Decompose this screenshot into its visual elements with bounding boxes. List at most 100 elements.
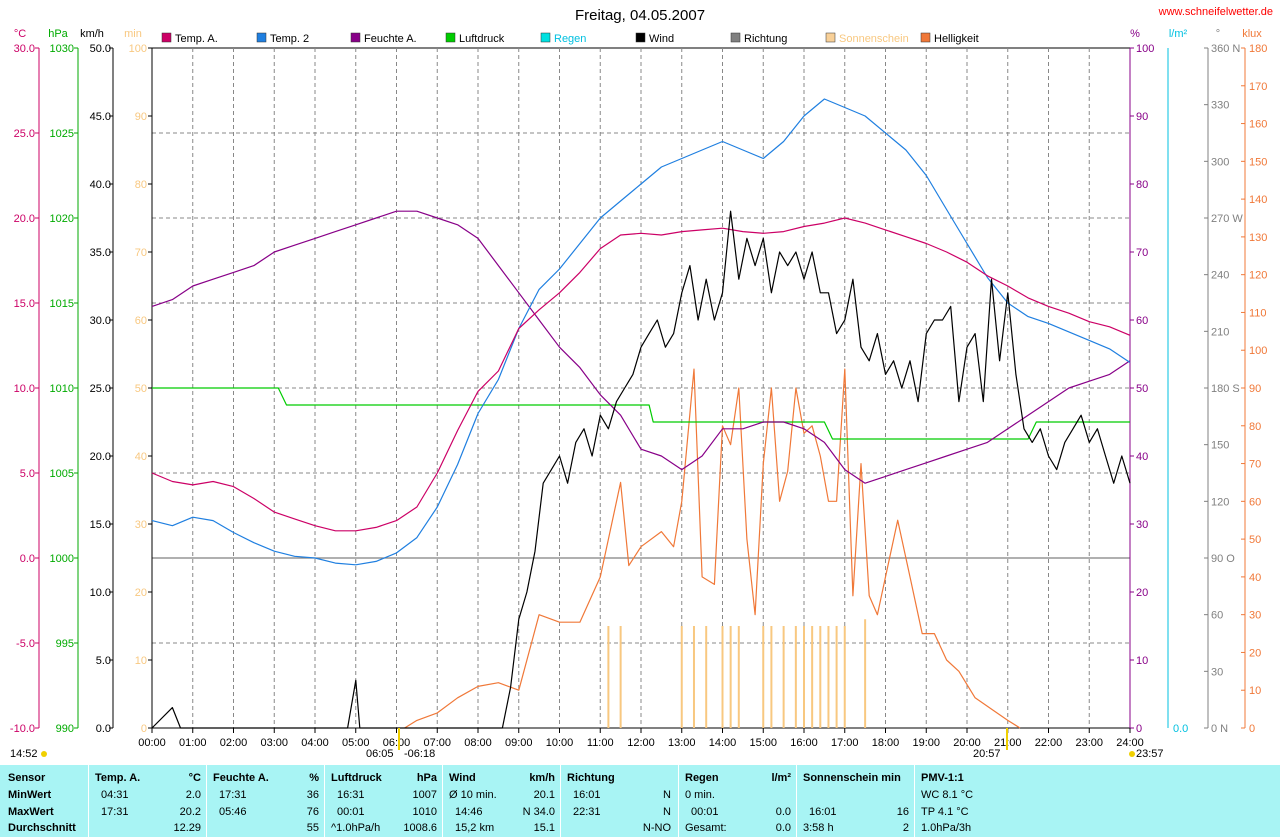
plot-grid bbox=[151, 47, 1131, 729]
temp-title: Temp. A. bbox=[95, 772, 141, 784]
direction-axis-tick-label: 210 bbox=[1211, 326, 1229, 338]
x-tick-label: 05:00 bbox=[342, 737, 370, 749]
sunrise-2-label: -06:18 bbox=[404, 748, 435, 760]
sonne-avg-label: 3:58 h bbox=[803, 822, 834, 834]
sun-axis-tick-label: 80 bbox=[135, 179, 147, 191]
luftdruck-max: 1010 bbox=[412, 806, 437, 818]
sun-axis-tick-label: 60 bbox=[135, 315, 147, 327]
sun-axis-tick-label: 30 bbox=[135, 519, 147, 531]
pressure-axis-tick-label: 1010 bbox=[50, 383, 74, 395]
humidity-axis-tick-label: 70 bbox=[1136, 247, 1148, 259]
humidity-axis-tick-label: 40 bbox=[1136, 451, 1148, 463]
light-axis-tick-label: 0 bbox=[1249, 723, 1255, 735]
x-tick-label: 14:00 bbox=[709, 737, 737, 749]
richtung-max-time: 22:31 bbox=[573, 806, 601, 818]
axis-unit-rain: l/m² bbox=[1169, 28, 1188, 40]
pressure-axis-tick-label: 1020 bbox=[50, 213, 74, 225]
temp-min: 2.0 bbox=[185, 789, 201, 801]
regen-max: 0.0 bbox=[775, 806, 791, 818]
light-axis-tick-label: 50 bbox=[1249, 534, 1261, 546]
x-tick-label: 24:00 bbox=[1116, 737, 1144, 749]
row-label-sensor: Sensor bbox=[8, 772, 46, 784]
wind-axis-tick-label: 40.0 bbox=[90, 179, 111, 191]
axis-unit-light: klux bbox=[1242, 28, 1262, 40]
site-link[interactable]: www.schneifelwetter.de bbox=[1158, 6, 1273, 18]
pressure-axis-tick-label: 1000 bbox=[50, 553, 74, 565]
legend-label: Luftdruck bbox=[459, 33, 505, 45]
humidity-axis-tick-label: 60 bbox=[1136, 315, 1148, 327]
regen-title: Regen bbox=[685, 772, 719, 784]
x-tick-label: 13:00 bbox=[668, 737, 696, 749]
x-tick-label: 15:00 bbox=[749, 737, 777, 749]
sun-axis-tick-label: 70 bbox=[135, 247, 147, 259]
temp-axis-tick-label: -5.0 bbox=[16, 638, 35, 650]
legend-label: Regen bbox=[554, 33, 586, 45]
direction-axis-tick-label: 0 N bbox=[1211, 723, 1228, 735]
light-axis-tick-label: 160 bbox=[1249, 119, 1267, 131]
stats-regen: Regen l/m² 0 min. 00:01 0.0 Gesamt: 0.0 bbox=[678, 765, 797, 837]
richtung-max: N bbox=[663, 806, 671, 818]
series-temp-2 bbox=[151, 98, 1131, 566]
sun-axis-tick-label: 90 bbox=[135, 111, 147, 123]
stats-pmv: PMV-1:1 WC 8.1 °C TP 4.1 °C 1.0hPa/3h bbox=[914, 765, 1280, 837]
sunset-label: 20:57 bbox=[973, 748, 1001, 760]
direction-axis-tick-label: 60 bbox=[1211, 610, 1223, 622]
axis-unit-direction: ° bbox=[1216, 28, 1220, 40]
rain-axis-tick-label: 0.0 bbox=[1173, 723, 1188, 735]
legend-label: Feuchte A. bbox=[364, 33, 417, 45]
temp-axis-tick-label: -10.0 bbox=[10, 723, 35, 735]
richtung-avg: N-NO bbox=[642, 822, 671, 834]
temp-unit: °C bbox=[188, 772, 201, 784]
row-label-max: MaxWert bbox=[8, 806, 54, 818]
regen-unit: l/m² bbox=[771, 772, 791, 784]
richtung-min: N bbox=[663, 789, 671, 801]
direction-axis-tick-label: 150 bbox=[1211, 440, 1229, 452]
x-tick-label: 07:00 bbox=[423, 737, 451, 749]
luftdruck-avg: 1008.6 bbox=[403, 822, 437, 834]
x-tick-label: 03:00 bbox=[260, 737, 288, 749]
temp-axis-tick-label: 15.0 bbox=[14, 298, 35, 310]
temp-max-time: 17:31 bbox=[101, 806, 129, 818]
feuchte-unit: % bbox=[309, 772, 319, 784]
humidity-axis-tick-label: 100 bbox=[1136, 43, 1154, 55]
series-temp-a bbox=[151, 217, 1131, 532]
wind-max-time: 14:46 bbox=[455, 806, 483, 818]
stats-feuchte: Feuchte A. % 17:31 36 05:46 76 55 bbox=[206, 765, 325, 837]
regen-avg-label: Gesamt: bbox=[685, 822, 727, 834]
row-label-min: MinWert bbox=[8, 789, 52, 801]
direction-axis-tick-label: 240 bbox=[1211, 270, 1229, 282]
series-luftdruck bbox=[152, 387, 1130, 440]
sun-axis-tick-label: 50 bbox=[135, 383, 147, 395]
wind-axis-tick-label: 0.0 bbox=[96, 723, 111, 735]
sun-annotations: 14:52 06:05 -06:18 20:57 23:57 bbox=[10, 728, 1164, 760]
sun-axis-tick-label: 40 bbox=[135, 451, 147, 463]
legend-swatch bbox=[825, 32, 836, 43]
humidity-axis-tick-label: 20 bbox=[1136, 587, 1148, 599]
sun-icon bbox=[41, 751, 47, 757]
x-tick-label: 18:00 bbox=[872, 737, 900, 749]
wind-axis-tick-label: 15.0 bbox=[90, 519, 111, 531]
legend-swatch bbox=[635, 32, 646, 43]
wind-axis-tick-label: 20.0 bbox=[90, 451, 111, 463]
wind-axis-tick-label: 45.0 bbox=[90, 111, 111, 123]
legend-swatch bbox=[445, 32, 456, 43]
x-tick-label: 10:00 bbox=[546, 737, 574, 749]
wind-min: 20.1 bbox=[533, 789, 555, 801]
temp-avg: 12.29 bbox=[173, 822, 201, 834]
series-helligkeit bbox=[404, 368, 1021, 729]
wind-title: Wind bbox=[449, 772, 476, 784]
legend: Temp. A. Temp. 2 Feuchte A. Luftdruck Regen W… bbox=[161, 32, 979, 45]
legend-label: Temp. 2 bbox=[270, 33, 309, 45]
regen-max-time: 00:01 bbox=[691, 806, 719, 818]
pressure-axis-tick-label: 1030 bbox=[50, 43, 74, 55]
direction-axis-tick-label: 90 O bbox=[1211, 553, 1235, 565]
wind-unit: km/h bbox=[529, 772, 555, 784]
temp-min-time: 04:31 bbox=[101, 789, 129, 801]
sunrise-label: 06:05 bbox=[366, 748, 394, 760]
axis-unit-sun: min bbox=[124, 28, 142, 40]
x-tick-label: 02:00 bbox=[220, 737, 248, 749]
temp-max: 20.2 bbox=[179, 806, 201, 818]
pressure-axis-tick-label: 1015 bbox=[50, 298, 74, 310]
luftdruck-max-time: 00:01 bbox=[337, 806, 365, 818]
legend-swatch bbox=[161, 32, 172, 43]
